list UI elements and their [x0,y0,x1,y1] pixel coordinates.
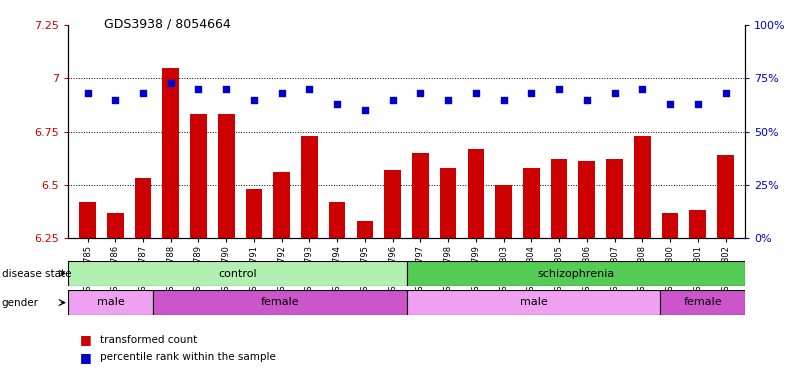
Point [192,86,205,92]
Bar [384,170,401,238]
Text: percentile rank within the sample: percentile rank within the sample [100,352,276,362]
Bar [523,168,540,238]
Point [719,90,732,96]
Point [469,90,482,96]
Bar [551,159,567,238]
Bar [440,168,457,238]
Point [691,101,704,107]
Point [219,86,232,92]
Point [525,90,537,96]
Text: male: male [520,297,547,308]
Text: gender: gender [2,298,38,308]
Bar [406,290,660,315]
Bar [468,149,484,238]
Bar [190,114,207,238]
Bar [406,261,745,286]
Point [276,90,288,96]
Point [303,86,316,92]
Text: female: female [683,297,722,308]
Point [608,90,621,96]
Bar [690,210,706,238]
Point [441,96,454,103]
Point [636,86,649,92]
Text: transformed count: transformed count [100,335,197,345]
Bar [79,202,96,238]
Bar [246,189,262,238]
Bar [301,136,318,238]
Point [497,96,510,103]
Bar [163,68,179,238]
Point [359,107,372,113]
Text: GDS3938 / 8054664: GDS3938 / 8054664 [104,17,231,30]
Bar [495,185,512,238]
Point [414,90,427,96]
Bar [356,221,373,238]
Bar [107,212,123,238]
Bar [634,136,650,238]
Bar [218,114,235,238]
Point [386,96,399,103]
Bar [412,153,429,238]
Point [109,96,122,103]
Text: ■: ■ [80,351,92,364]
Point [581,96,594,103]
Point [164,79,177,86]
Point [553,86,566,92]
Text: disease state: disease state [2,269,71,279]
Point [248,96,260,103]
Text: female: female [260,297,299,308]
Bar [662,212,678,238]
Bar [68,261,406,286]
Point [81,90,94,96]
Text: ■: ■ [80,333,92,346]
Bar [717,155,734,238]
Bar [273,172,290,238]
Bar [153,290,406,315]
Bar [660,290,745,315]
Bar [329,202,345,238]
Point [137,90,150,96]
Point [663,101,676,107]
Bar [135,179,151,238]
Bar [68,290,153,315]
Bar [578,161,595,238]
Point [331,101,344,107]
Text: schizophrenia: schizophrenia [537,268,614,279]
Text: male: male [96,297,124,308]
Bar [606,159,623,238]
Text: control: control [218,268,256,279]
